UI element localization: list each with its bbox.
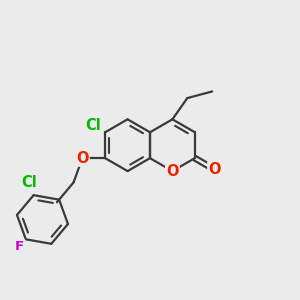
Text: O: O: [166, 164, 179, 178]
Text: F: F: [15, 240, 24, 253]
Text: Cl: Cl: [21, 175, 37, 190]
Text: Cl: Cl: [86, 118, 101, 133]
Text: O: O: [76, 151, 88, 166]
Text: O: O: [208, 162, 221, 177]
